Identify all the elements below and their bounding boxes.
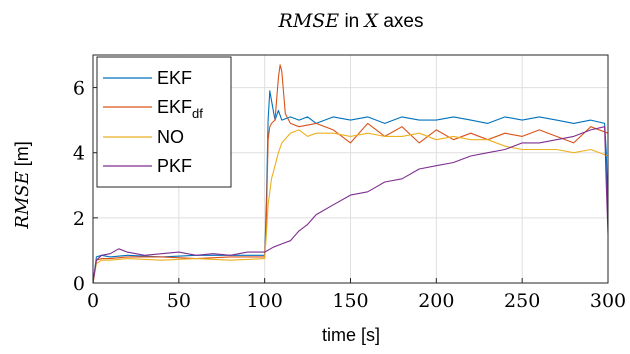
x-tick-label: 200 bbox=[418, 290, 454, 312]
x-tick-label: 150 bbox=[332, 290, 368, 312]
legend-label-no: NO bbox=[157, 127, 184, 147]
series-line-pkf bbox=[92, 126, 609, 284]
x-tick-label: 100 bbox=[247, 290, 283, 312]
legend-label-ekf: EKF bbox=[157, 68, 192, 88]
legend-label-ekf-df: EKFdf bbox=[157, 97, 203, 121]
series-lines bbox=[92, 64, 609, 284]
plot-frame bbox=[92, 54, 609, 284]
axis-ticks: 0 50 100 150 200 250 300 0 2 4 6 bbox=[73, 78, 626, 312]
chart-title: RMSE in X axes bbox=[278, 10, 424, 32]
y-axis-label: RMSE [m] bbox=[12, 141, 33, 229]
y-tick-label: 0 bbox=[73, 273, 85, 295]
x-tick-label: 300 bbox=[590, 290, 626, 312]
legend: EKF EKFdf NO PKF bbox=[96, 56, 232, 188]
legend-box bbox=[96, 56, 232, 188]
y-tick-label: 6 bbox=[73, 78, 85, 100]
x-axis-label: time [s] bbox=[322, 325, 380, 345]
x-tick-label: 250 bbox=[504, 290, 540, 312]
x-tick-label: 50 bbox=[167, 290, 191, 312]
y-tick-label: 4 bbox=[73, 143, 85, 165]
series-line-no bbox=[92, 129, 609, 284]
y-tick-label: 2 bbox=[73, 208, 85, 230]
x-tick-label: 0 bbox=[87, 290, 99, 312]
legend-label-pkf: PKF bbox=[157, 156, 192, 176]
